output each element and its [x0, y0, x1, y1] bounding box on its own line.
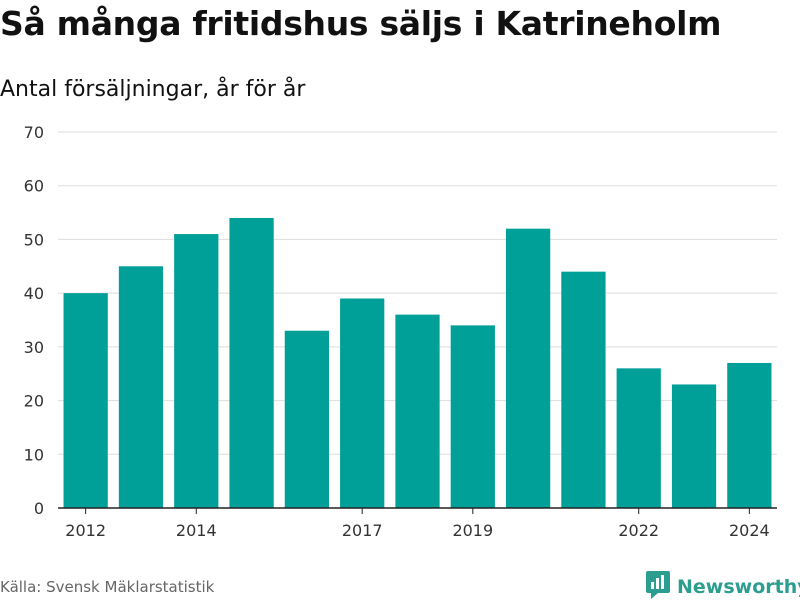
x-tick-label: 2017 — [342, 521, 383, 540]
bar — [671, 384, 717, 508]
bar — [395, 314, 440, 508]
bar — [505, 228, 551, 508]
bar — [450, 325, 495, 508]
y-tick-label: 20 — [24, 392, 44, 411]
y-tick-label: 70 — [24, 123, 44, 142]
brand-logo[interactable]: Newsworthy — [645, 570, 800, 604]
source-note: Källa: Svensk Mäklarstatistik — [0, 578, 215, 596]
y-tick-label: 10 — [24, 445, 44, 464]
y-tick-label: 50 — [24, 230, 44, 249]
x-tick-label: 2022 — [618, 521, 659, 540]
bar — [284, 330, 330, 508]
y-tick-label: 40 — [24, 284, 44, 303]
chart-subtitle: Antal försäljningar, år för år — [0, 77, 306, 102]
x-tick-label: 2024 — [729, 521, 770, 540]
y-tick-label: 60 — [24, 177, 44, 196]
y-tick-label: 0 — [34, 499, 44, 518]
newsworthy-logo-icon — [645, 570, 671, 604]
y-axis-tick-labels: 0 10 20 30 40 50 60 70 — [24, 123, 44, 518]
x-tick-label: 2019 — [452, 521, 493, 540]
x-tick-label: 2014 — [176, 521, 217, 540]
bars — [63, 217, 772, 509]
bar — [561, 271, 606, 508]
chart-title: Så många fritidshus säljs i Katrineholm — [0, 4, 722, 43]
bar — [340, 298, 385, 508]
bar — [63, 293, 108, 508]
x-axis-tick-labels: 2012 2014 2017 2019 2022 2024 — [65, 508, 770, 540]
x-tick-label: 2012 — [65, 521, 106, 540]
bar — [616, 368, 661, 508]
brand-name: Newsworthy — [677, 576, 800, 598]
bar — [727, 362, 772, 508]
y-tick-label: 30 — [24, 338, 44, 357]
bar — [174, 234, 219, 509]
bar — [118, 266, 164, 508]
bar — [229, 217, 274, 508]
